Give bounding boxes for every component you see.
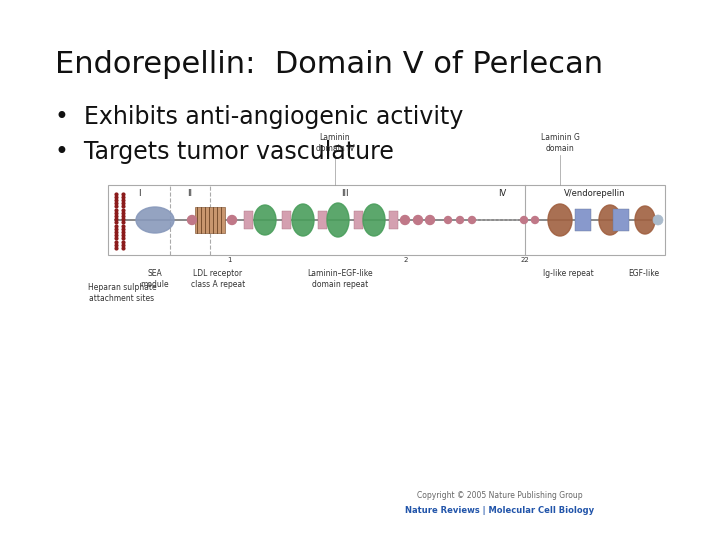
Circle shape <box>187 215 197 225</box>
Ellipse shape <box>548 204 572 236</box>
Text: SEA
module: SEA module <box>140 269 169 289</box>
Text: Endorepellin:  Domain V of Perlecan: Endorepellin: Domain V of Perlecan <box>55 50 603 79</box>
Ellipse shape <box>136 207 174 233</box>
Text: I: I <box>138 189 140 198</box>
Text: Copyright © 2005 Nature Publishing Group: Copyright © 2005 Nature Publishing Group <box>417 491 582 500</box>
Text: Heparan sulphate
attachment sites: Heparan sulphate attachment sites <box>88 283 156 303</box>
Text: 2: 2 <box>404 257 408 263</box>
Ellipse shape <box>254 205 276 235</box>
FancyBboxPatch shape <box>613 209 629 231</box>
Text: Ig-like repeat: Ig-like repeat <box>543 269 593 278</box>
Text: V/endorepellin: V/endorepellin <box>564 189 626 198</box>
Circle shape <box>426 215 434 225</box>
Ellipse shape <box>327 203 349 237</box>
FancyBboxPatch shape <box>389 211 397 229</box>
Circle shape <box>228 215 236 225</box>
Circle shape <box>531 217 539 224</box>
Circle shape <box>469 217 475 224</box>
FancyBboxPatch shape <box>575 209 591 231</box>
Ellipse shape <box>292 204 314 236</box>
Circle shape <box>456 217 464 224</box>
Ellipse shape <box>599 205 621 235</box>
Text: LDL receptor
class A repeat: LDL receptor class A repeat <box>191 269 245 289</box>
Text: •  Targets tumor vasculature: • Targets tumor vasculature <box>55 140 394 164</box>
Ellipse shape <box>363 204 385 236</box>
Text: Nature Reviews | Molecular Cell Biology: Nature Reviews | Molecular Cell Biology <box>405 506 595 515</box>
Text: Laminin–EGF-like
domain repeat: Laminin–EGF-like domain repeat <box>307 269 373 289</box>
Ellipse shape <box>635 206 655 234</box>
Circle shape <box>444 217 451 224</box>
Text: 1: 1 <box>227 257 231 263</box>
Text: •  Exhibits anti-angiogenic activity: • Exhibits anti-angiogenic activity <box>55 105 464 129</box>
FancyBboxPatch shape <box>354 211 362 229</box>
FancyBboxPatch shape <box>243 211 253 229</box>
Text: II: II <box>187 189 192 198</box>
Circle shape <box>413 215 423 225</box>
Text: 22: 22 <box>521 257 529 263</box>
FancyBboxPatch shape <box>318 211 326 229</box>
Circle shape <box>400 215 410 225</box>
Text: IV: IV <box>498 189 507 198</box>
Text: Laminin G
domain: Laminin G domain <box>541 133 580 153</box>
Text: III: III <box>341 189 348 198</box>
Circle shape <box>653 215 663 225</box>
FancyBboxPatch shape <box>282 211 290 229</box>
FancyBboxPatch shape <box>195 207 225 233</box>
Text: Laminin
domain IV: Laminin domain IV <box>315 133 354 153</box>
Text: EGF-like: EGF-like <box>629 269 660 278</box>
Circle shape <box>521 217 528 224</box>
